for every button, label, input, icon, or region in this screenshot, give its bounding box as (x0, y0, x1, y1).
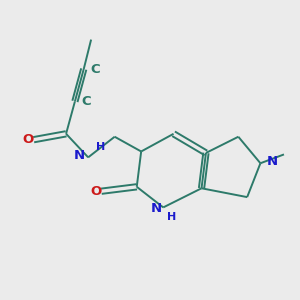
Text: O: O (23, 133, 34, 146)
Text: C: C (81, 95, 91, 108)
Text: H: H (167, 212, 177, 222)
Text: N: N (266, 155, 278, 168)
Text: C: C (90, 62, 100, 76)
Text: N: N (151, 202, 162, 215)
Text: N: N (74, 148, 85, 161)
Text: H: H (96, 142, 105, 152)
Text: O: O (91, 185, 102, 198)
